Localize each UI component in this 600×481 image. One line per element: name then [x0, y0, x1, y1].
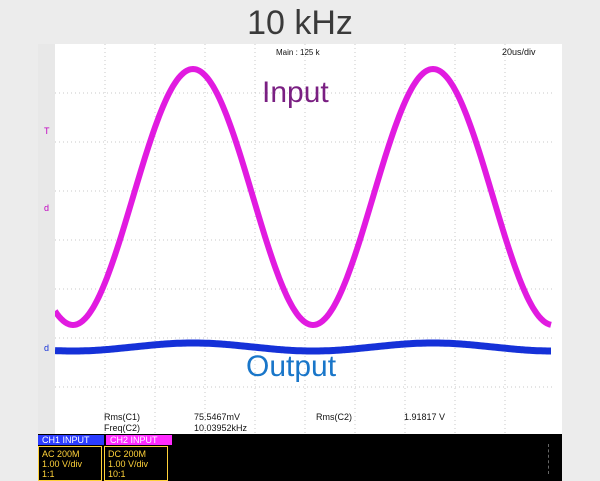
input-waveform [55, 66, 552, 328]
ch1-settings: AC 200M 1.00 V/div 1:1 [38, 446, 102, 481]
rms-c2-label: Rms(C2) [316, 412, 352, 422]
oscilloscope-screen [38, 44, 562, 481]
freq-c2-label: Freq(C2) [104, 423, 141, 433]
graticule-grid [55, 44, 555, 435]
page-title: 10 kHz [247, 4, 353, 42]
left-marker-rail [38, 44, 55, 435]
timebase-readout: 20us/div [502, 47, 536, 57]
trigger-marker: T [44, 126, 50, 136]
rms-c1-label: Rms(C1) [104, 412, 140, 422]
ch2-scale: 1.00 V/div [108, 459, 149, 469]
ch2-coupling: DC 200M [108, 449, 147, 459]
ch1-tab[interactable]: CH1 INPUT [38, 435, 104, 445]
ch1-scale: 1.00 V/div [42, 459, 83, 469]
main-info-readout: Main : 125 k [276, 48, 320, 57]
ch1-level-marker: d [44, 343, 50, 353]
ch2-settings: DC 200M 1.00 V/div 10:1 [104, 446, 168, 481]
waveform-plot [55, 44, 555, 435]
ch2-probe: 10:1 [108, 469, 126, 479]
output-waveform [55, 339, 553, 355]
rms-c1-value: 75.5467mV [194, 412, 241, 422]
channel-status-bar: CH1 INPUT CH2 INPUT AC 200M 1.00 V/div 1… [38, 434, 562, 481]
freq-c2-value: 10.03952kHz [194, 423, 248, 433]
ch1-probe: 1:1 [42, 469, 55, 479]
ch2-tab[interactable]: CH2 INPUT [106, 435, 172, 445]
ch2-level-marker: d [44, 203, 50, 213]
output-label: Output [246, 350, 337, 383]
rms-c2-value: 1.91817 V [404, 412, 446, 422]
input-label: Input [262, 76, 329, 109]
right-panel-marker [548, 444, 555, 474]
ch1-coupling: AC 200M [42, 449, 80, 459]
